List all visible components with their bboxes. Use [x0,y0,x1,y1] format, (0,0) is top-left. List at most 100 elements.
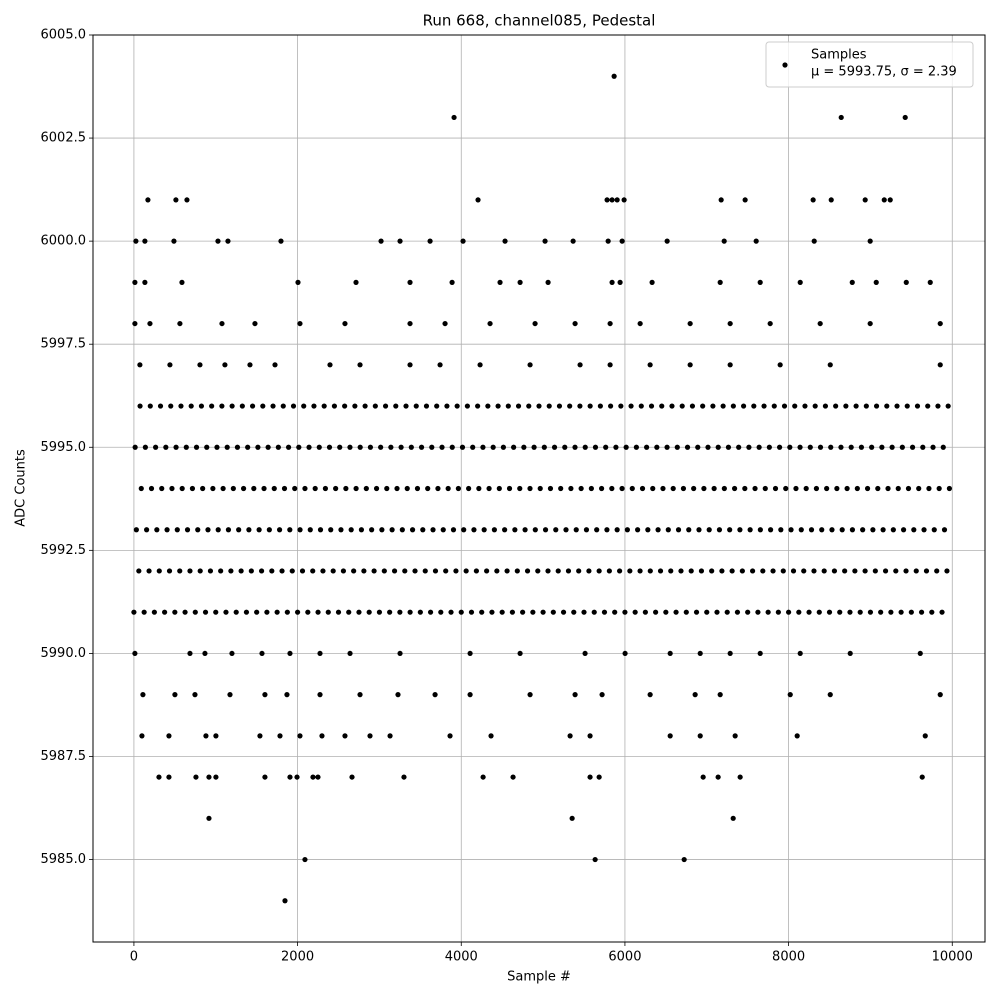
sample-point [187,650,193,657]
sample-point [727,320,733,327]
sample-point [873,403,880,409]
sample-point [505,403,511,409]
sample-point [724,609,730,615]
sample-point [606,568,612,574]
y-tick-label: 5992.5 [41,543,87,558]
sample-point [317,692,323,698]
sample-point [315,774,321,780]
sample-point [140,692,146,698]
sample-point [819,527,825,533]
sample-point [471,527,477,533]
sample-point [667,650,673,657]
sample-point [249,403,256,409]
sample-point [495,403,501,409]
sample-point [442,320,448,327]
sample-point [278,238,284,244]
sample-point [752,485,758,492]
sample-point [453,568,459,574]
legend: Samples μ = 5993.75, σ = 2.39 [765,41,974,88]
sample-point [173,197,179,203]
sample-point [778,527,784,533]
sample-point [148,485,155,492]
sample-point [797,650,803,657]
sample-point [737,527,743,533]
sample-point [788,527,794,533]
sample-point [330,568,336,574]
sample-point [717,692,723,698]
x-tick-label: 2000 [281,950,314,965]
sample-point [327,362,333,368]
sample-point [459,444,466,450]
sample-point [133,238,139,244]
sample-point [776,444,783,450]
sample-point [858,444,865,450]
sample-point [167,362,173,368]
sample-point [163,444,169,450]
sample-point [678,568,684,574]
sample-point [760,568,766,574]
sample-point [234,444,241,450]
sample-point [425,485,431,492]
sample-point [352,403,358,409]
points [131,73,953,904]
sample-point [599,692,605,698]
sample-point [577,362,583,368]
sample-point [184,527,191,533]
sample-point [591,609,597,615]
sample-point [659,403,665,409]
ticks: 0 2000 4000 6000 8000 10000 5985.0 5987.5 5990.0… [41,28,973,965]
sample-point [918,609,925,615]
y-tick-label: 5997.5 [41,337,87,352]
sample-point [202,609,209,615]
sample-point [362,403,368,409]
sample-point [854,485,860,492]
sample-point [470,444,476,450]
sample-point [639,485,646,492]
sample-point [192,609,198,615]
sample-point [526,403,532,409]
sample-point [550,609,556,615]
sample-point [325,609,331,615]
sample-point [183,444,189,450]
sample-point [867,320,873,327]
sample-point [487,320,493,327]
sample-point [637,568,643,574]
sample-point [592,444,599,450]
sample-point [787,444,793,450]
sample-point [596,774,602,780]
y-tick-label: 5985.0 [41,852,87,867]
sample-point [184,197,190,203]
sample-point [284,609,290,615]
sample-point [637,320,643,327]
sample-point [540,609,546,615]
sample-point [647,692,653,698]
sample-point [905,485,912,492]
sample-point [178,403,184,409]
sample-point [485,403,491,409]
sample-point [326,444,333,450]
sample-point [802,403,808,409]
sample-point [917,650,923,657]
sample-point [807,444,813,450]
sample-point [346,609,352,615]
sample-point [757,527,763,533]
sample-point [572,444,578,450]
sample-point [319,733,325,739]
sample-point [197,568,203,574]
sample-point [418,444,425,450]
sample-point [243,609,250,615]
sample-point [887,197,893,203]
sample-point [316,444,322,450]
sample-point [348,527,354,533]
sample-point [307,527,313,533]
sample-point [146,568,152,574]
sample-point [473,568,479,574]
sample-point [463,568,469,574]
sample-point [302,485,308,492]
sample-point [227,692,233,698]
sample-point [219,403,225,409]
sample-point [154,527,160,533]
sample-point [407,362,413,368]
sample-point [812,403,818,409]
sample-point [627,568,633,574]
